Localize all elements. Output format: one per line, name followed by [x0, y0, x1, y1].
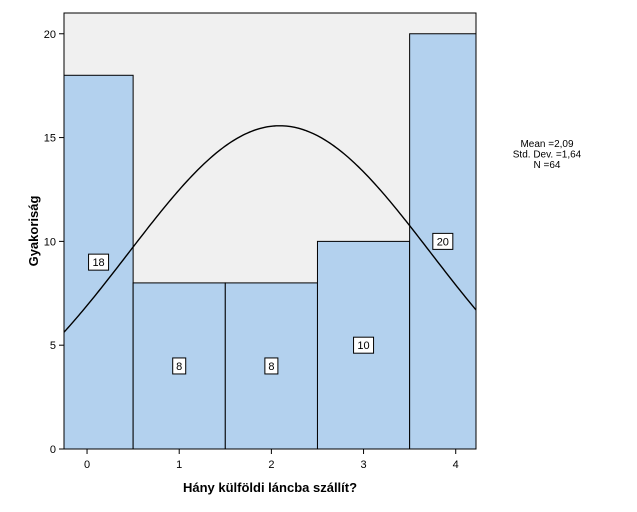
plot-frame	[63, 12, 477, 450]
y-tick-label: 5	[50, 340, 56, 352]
data-label-box	[353, 336, 375, 354]
normal-distribution-curve	[63, 125, 477, 333]
data-label-box	[172, 357, 187, 375]
data-label: 8	[176, 361, 182, 373]
statistics-box: Mean =2,09 Std. Dev. =1,64 N =64	[513, 139, 582, 171]
data-label: 18	[92, 257, 104, 269]
y-tick-label: 10	[44, 236, 56, 248]
x-tick-label: 0	[84, 459, 90, 471]
x-tick-label: 2	[268, 459, 274, 471]
y-tick-label: 15	[44, 133, 56, 145]
x-tick-label: 1	[176, 459, 182, 471]
y-tick-label: 0	[50, 444, 56, 456]
x-tick-label: 3	[360, 459, 366, 471]
y-tick-label: 20	[44, 29, 56, 41]
stats-n: N =64	[534, 160, 561, 171]
data-label: 8	[268, 361, 274, 373]
stats-std-dev: Std. Dev. =1,64	[513, 150, 582, 161]
data-label-box	[264, 357, 279, 375]
data-label-box	[432, 232, 454, 250]
stats-mean: Mean =2,09	[520, 139, 574, 150]
data-label: 20	[437, 236, 449, 248]
x-tick-label: 4	[453, 459, 459, 471]
y-axis-title: Gyakoriság	[26, 196, 41, 267]
x-axis-title: Hány külföldi láncba szállít?	[183, 480, 357, 495]
data-label-box	[88, 253, 110, 271]
data-label: 10	[357, 340, 369, 352]
